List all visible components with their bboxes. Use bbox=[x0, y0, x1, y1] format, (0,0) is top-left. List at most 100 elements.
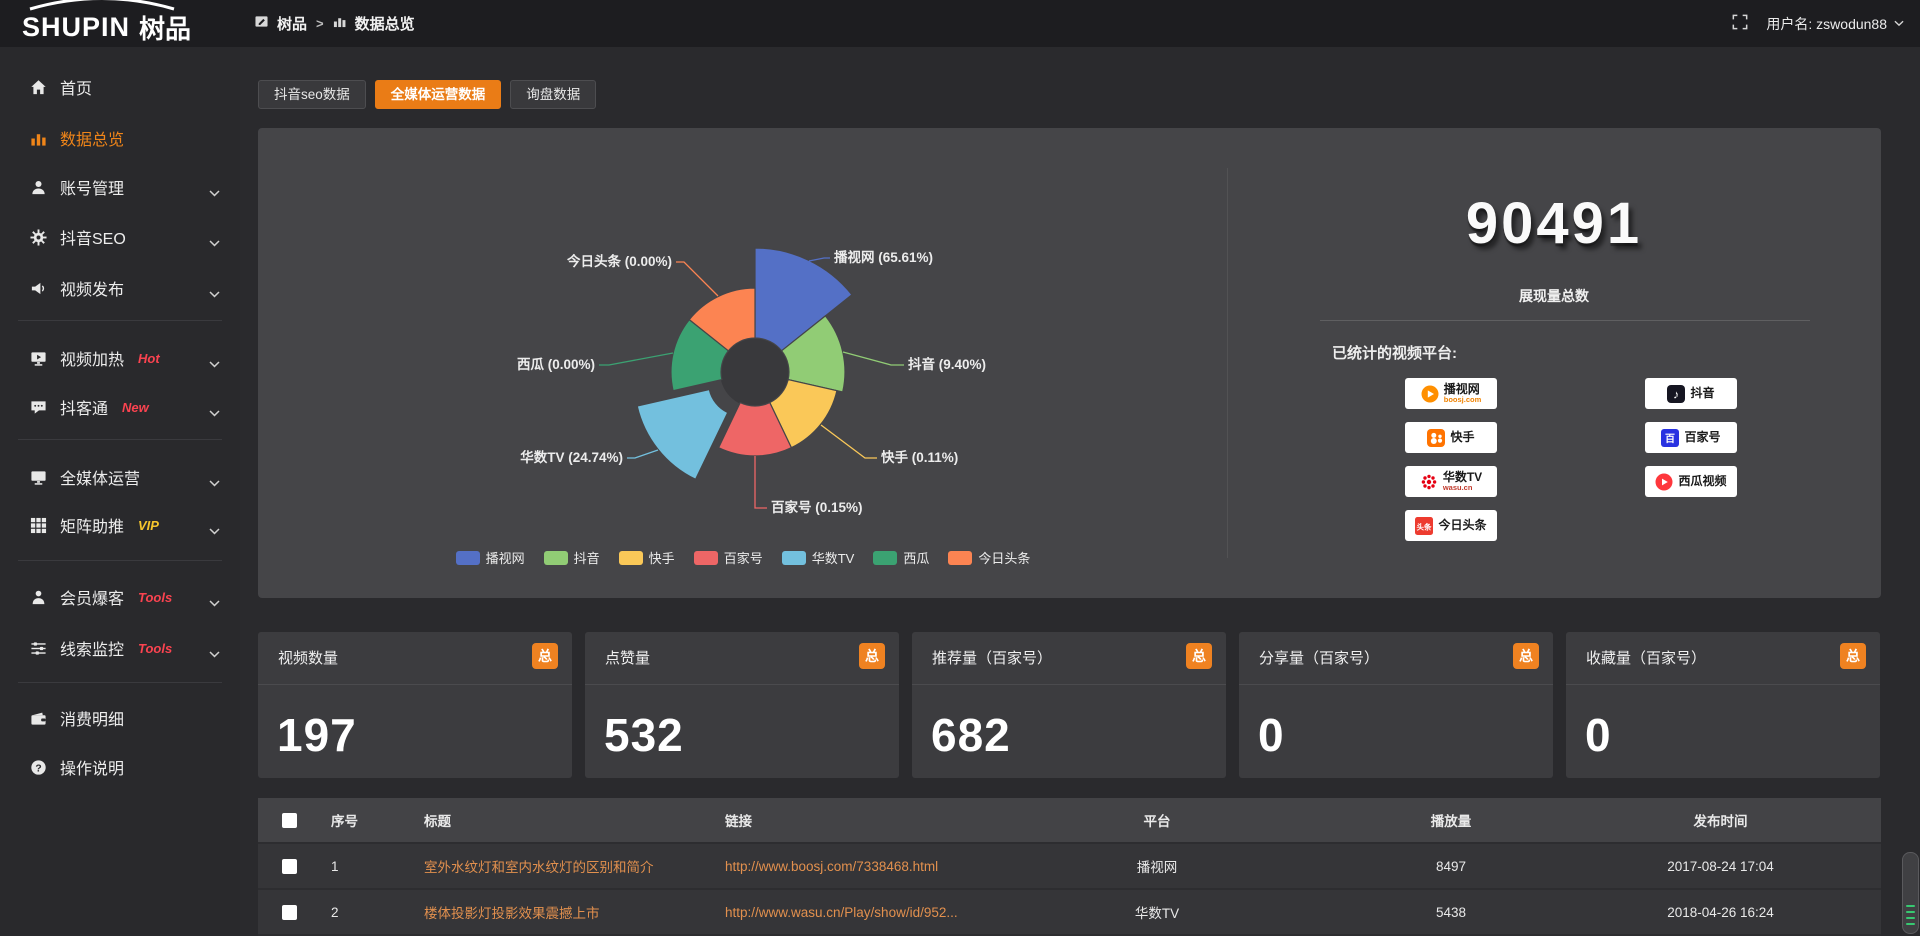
tab-抖音seo数据[interactable]: 抖音seo数据 bbox=[258, 80, 366, 109]
sidebar-tag-VIP: VIP bbox=[138, 517, 159, 533]
legend-label: 今日头条 bbox=[978, 551, 1031, 566]
stat-card-divider bbox=[258, 684, 572, 685]
video-url-link[interactable]: http://www.boosj.com/7338468.html bbox=[725, 858, 939, 874]
chevron-down-icon bbox=[209, 404, 220, 422]
sidebar-item-label: 账号管理 bbox=[60, 181, 125, 198]
cell-publish-time: 2017-08-24 17:04 bbox=[1667, 858, 1774, 874]
stat-card-value: 0 bbox=[1258, 709, 1285, 761]
platform-badge-抖音: ♪ 抖音 bbox=[1645, 378, 1737, 409]
pie-slice-播视网[interactable] bbox=[754, 247, 853, 352]
chevron-down-icon bbox=[209, 234, 220, 252]
sidebar-item-抖客通[interactable]: 抖客通 New bbox=[0, 387, 240, 427]
legend-item-快手[interactable]: 快手 bbox=[618, 548, 675, 567]
sidebar-item-矩阵助推[interactable]: 矩阵助推 VIP bbox=[0, 505, 240, 545]
scrollbar-widget[interactable] bbox=[1902, 852, 1919, 934]
table-row: 1 室外水纹灯和室内水纹灯的区别和简介 http://www.boosj.com/7… bbox=[258, 842, 1881, 888]
table-row: 2 楼体投影灯投影效果震撼上市 http://www.wasu.cn/Play/sh… bbox=[258, 888, 1881, 934]
sidebar-item-数据总览[interactable]: 数据总览 bbox=[0, 118, 240, 158]
pie-slice-抖音[interactable] bbox=[780, 315, 846, 393]
chat-icon bbox=[30, 399, 52, 416]
platform-badge-name: 华数TV bbox=[1442, 470, 1483, 485]
row-checkbox[interactable] bbox=[282, 904, 297, 920]
platform-badge-西瓜视频: 西瓜视频 bbox=[1645, 466, 1737, 497]
platforms-label: 已统计的视频平台: bbox=[1332, 345, 1457, 362]
pie-slice-label: 抖音 (9.40%) bbox=[908, 356, 986, 372]
monitor-icon bbox=[30, 469, 52, 486]
video-url-link[interactable]: http://www.wasu.cn/Play/show/id/952... bbox=[725, 904, 958, 920]
legend-item-西瓜[interactable]: 西瓜 bbox=[873, 548, 929, 567]
legend-chip bbox=[693, 550, 718, 565]
xigua-logo-icon bbox=[1655, 473, 1673, 491]
legend-label: 快手 bbox=[648, 551, 675, 566]
pie-slice-快手[interactable] bbox=[769, 378, 838, 449]
legend-item-华数TV[interactable]: 华数TV bbox=[781, 548, 854, 567]
stat-card-label: 点赞量 bbox=[605, 650, 651, 667]
select-all-checkbox[interactable] bbox=[282, 812, 297, 828]
sidebar-item-视频加热[interactable]: 视频加热 Hot bbox=[0, 338, 240, 378]
sidebar-item-label: 操作说明 bbox=[60, 761, 125, 778]
logo-text-en: SHUPIN bbox=[22, 12, 131, 42]
breadcrumb-root[interactable]: 树品 bbox=[277, 16, 308, 33]
platform-badge-今日头条: 头条 今日头条 bbox=[1405, 510, 1497, 541]
platform-badge-播视网: 播视网 boosj.com bbox=[1405, 378, 1497, 409]
pie-slice-百家号[interactable] bbox=[717, 401, 793, 457]
user-icon bbox=[30, 179, 52, 196]
legend-item-抖音[interactable]: 抖音 bbox=[543, 548, 600, 567]
video-title-link[interactable]: 楼体投影灯投影效果震撼上市 bbox=[424, 906, 600, 921]
fullscreen-icon[interactable] bbox=[1732, 14, 1748, 33]
sidebar-item-操作说明[interactable]: ? 操作说明 bbox=[0, 747, 240, 787]
sidebar-item-消费明细[interactable]: 消费明细 bbox=[0, 698, 240, 738]
pie-slice-label: 播视网 (65.61%) bbox=[834, 249, 933, 265]
legend-item-播视网[interactable]: 播视网 bbox=[455, 548, 525, 567]
pie-leader-line bbox=[627, 449, 659, 459]
sidebar-item-抖音SEO[interactable]: 抖音SEO bbox=[0, 217, 240, 257]
sidebar-item-label: 全媒体运营 bbox=[60, 471, 141, 488]
sidebar-tag-Hot: Hot bbox=[138, 350, 160, 366]
platform-badge-百家号: 百百家号 bbox=[1645, 422, 1737, 453]
stat-card-收藏量（百家号）: 收藏量（百家号） 总 0 bbox=[1566, 632, 1880, 778]
home-icon bbox=[30, 79, 52, 96]
videos-table: 序号 标题 链接 平台 播放量 发布时间 1 室外水纹灯和室内水纹灯的区别和简介 http://… bbox=[258, 798, 1881, 936]
chevron-down-icon bbox=[209, 594, 220, 612]
pie-slice-华数TV[interactable] bbox=[636, 388, 729, 481]
pie-slice-今日头条[interactable] bbox=[688, 287, 756, 352]
platform-badge-华数TV: 华数TV wasu.cn bbox=[1405, 466, 1497, 497]
stat-card-value: 197 bbox=[277, 709, 357, 761]
sidebar-tag-Tools: Tools bbox=[138, 640, 173, 656]
row-checkbox[interactable] bbox=[282, 858, 297, 874]
user-menu[interactable]: 用户名: zswodun88 bbox=[1766, 14, 1904, 34]
table-header-row: 序号 标题 链接 平台 播放量 发布时间 bbox=[258, 798, 1881, 842]
stat-card-divider bbox=[912, 684, 1226, 685]
legend-item-百家号[interactable]: 百家号 bbox=[693, 548, 763, 567]
platform-badge-name: 快手 bbox=[1450, 430, 1475, 445]
total-badge: 总 bbox=[859, 643, 885, 669]
pie-slice-label: 西瓜 (0.00%) bbox=[517, 357, 595, 372]
tab-询盘数据[interactable]: 询盘数据 bbox=[510, 80, 597, 109]
kuaishou-logo-icon bbox=[1427, 428, 1446, 447]
platform-badge-快手: 快手 bbox=[1405, 422, 1497, 453]
column-header-标题: 标题 bbox=[424, 814, 451, 829]
tab-全媒体运营数据[interactable]: 全媒体运营数据 bbox=[374, 80, 502, 109]
sidebar-item-label: 线索监控 bbox=[60, 642, 125, 659]
sidebar-item-会员爆客[interactable]: 会员爆客 Tools bbox=[0, 577, 240, 617]
chevron-down-icon bbox=[209, 285, 220, 303]
sidebar-item-线索监控[interactable]: 线索监控 Tools bbox=[0, 628, 240, 668]
sidebar-item-首页[interactable]: 首页 bbox=[0, 67, 240, 107]
stat-card-分享量（百家号）: 分享量（百家号） 总 0 bbox=[1239, 632, 1553, 778]
gear-icon bbox=[30, 228, 52, 246]
legend-chip bbox=[873, 550, 898, 565]
stat-card-label: 视频数量 bbox=[278, 650, 339, 667]
svg-text:百: 百 bbox=[1665, 433, 1675, 445]
sidebar-item-label: 会员爆客 bbox=[60, 591, 125, 608]
video-title-link[interactable]: 室外水纹灯和室内水纹灯的区别和简介 bbox=[424, 860, 654, 875]
pie-leader-line bbox=[842, 351, 904, 366]
platform-badge-name: 百家号 bbox=[1684, 430, 1721, 445]
svg-text:头条: 头条 bbox=[1417, 521, 1433, 531]
breadcrumb-current[interactable]: 数据总览 bbox=[354, 16, 415, 33]
sidebar-item-账号管理[interactable]: 账号管理 bbox=[0, 167, 240, 207]
sidebar-item-视频发布[interactable]: 视频发布 bbox=[0, 268, 240, 308]
legend-item-今日头条[interactable]: 今日头条 bbox=[948, 548, 1030, 567]
stat-card-label: 分享量（百家号） bbox=[1259, 650, 1380, 667]
sidebar-item-全媒体运营[interactable]: 全媒体运营 bbox=[0, 457, 240, 497]
pie-slice-西瓜[interactable] bbox=[670, 318, 730, 392]
